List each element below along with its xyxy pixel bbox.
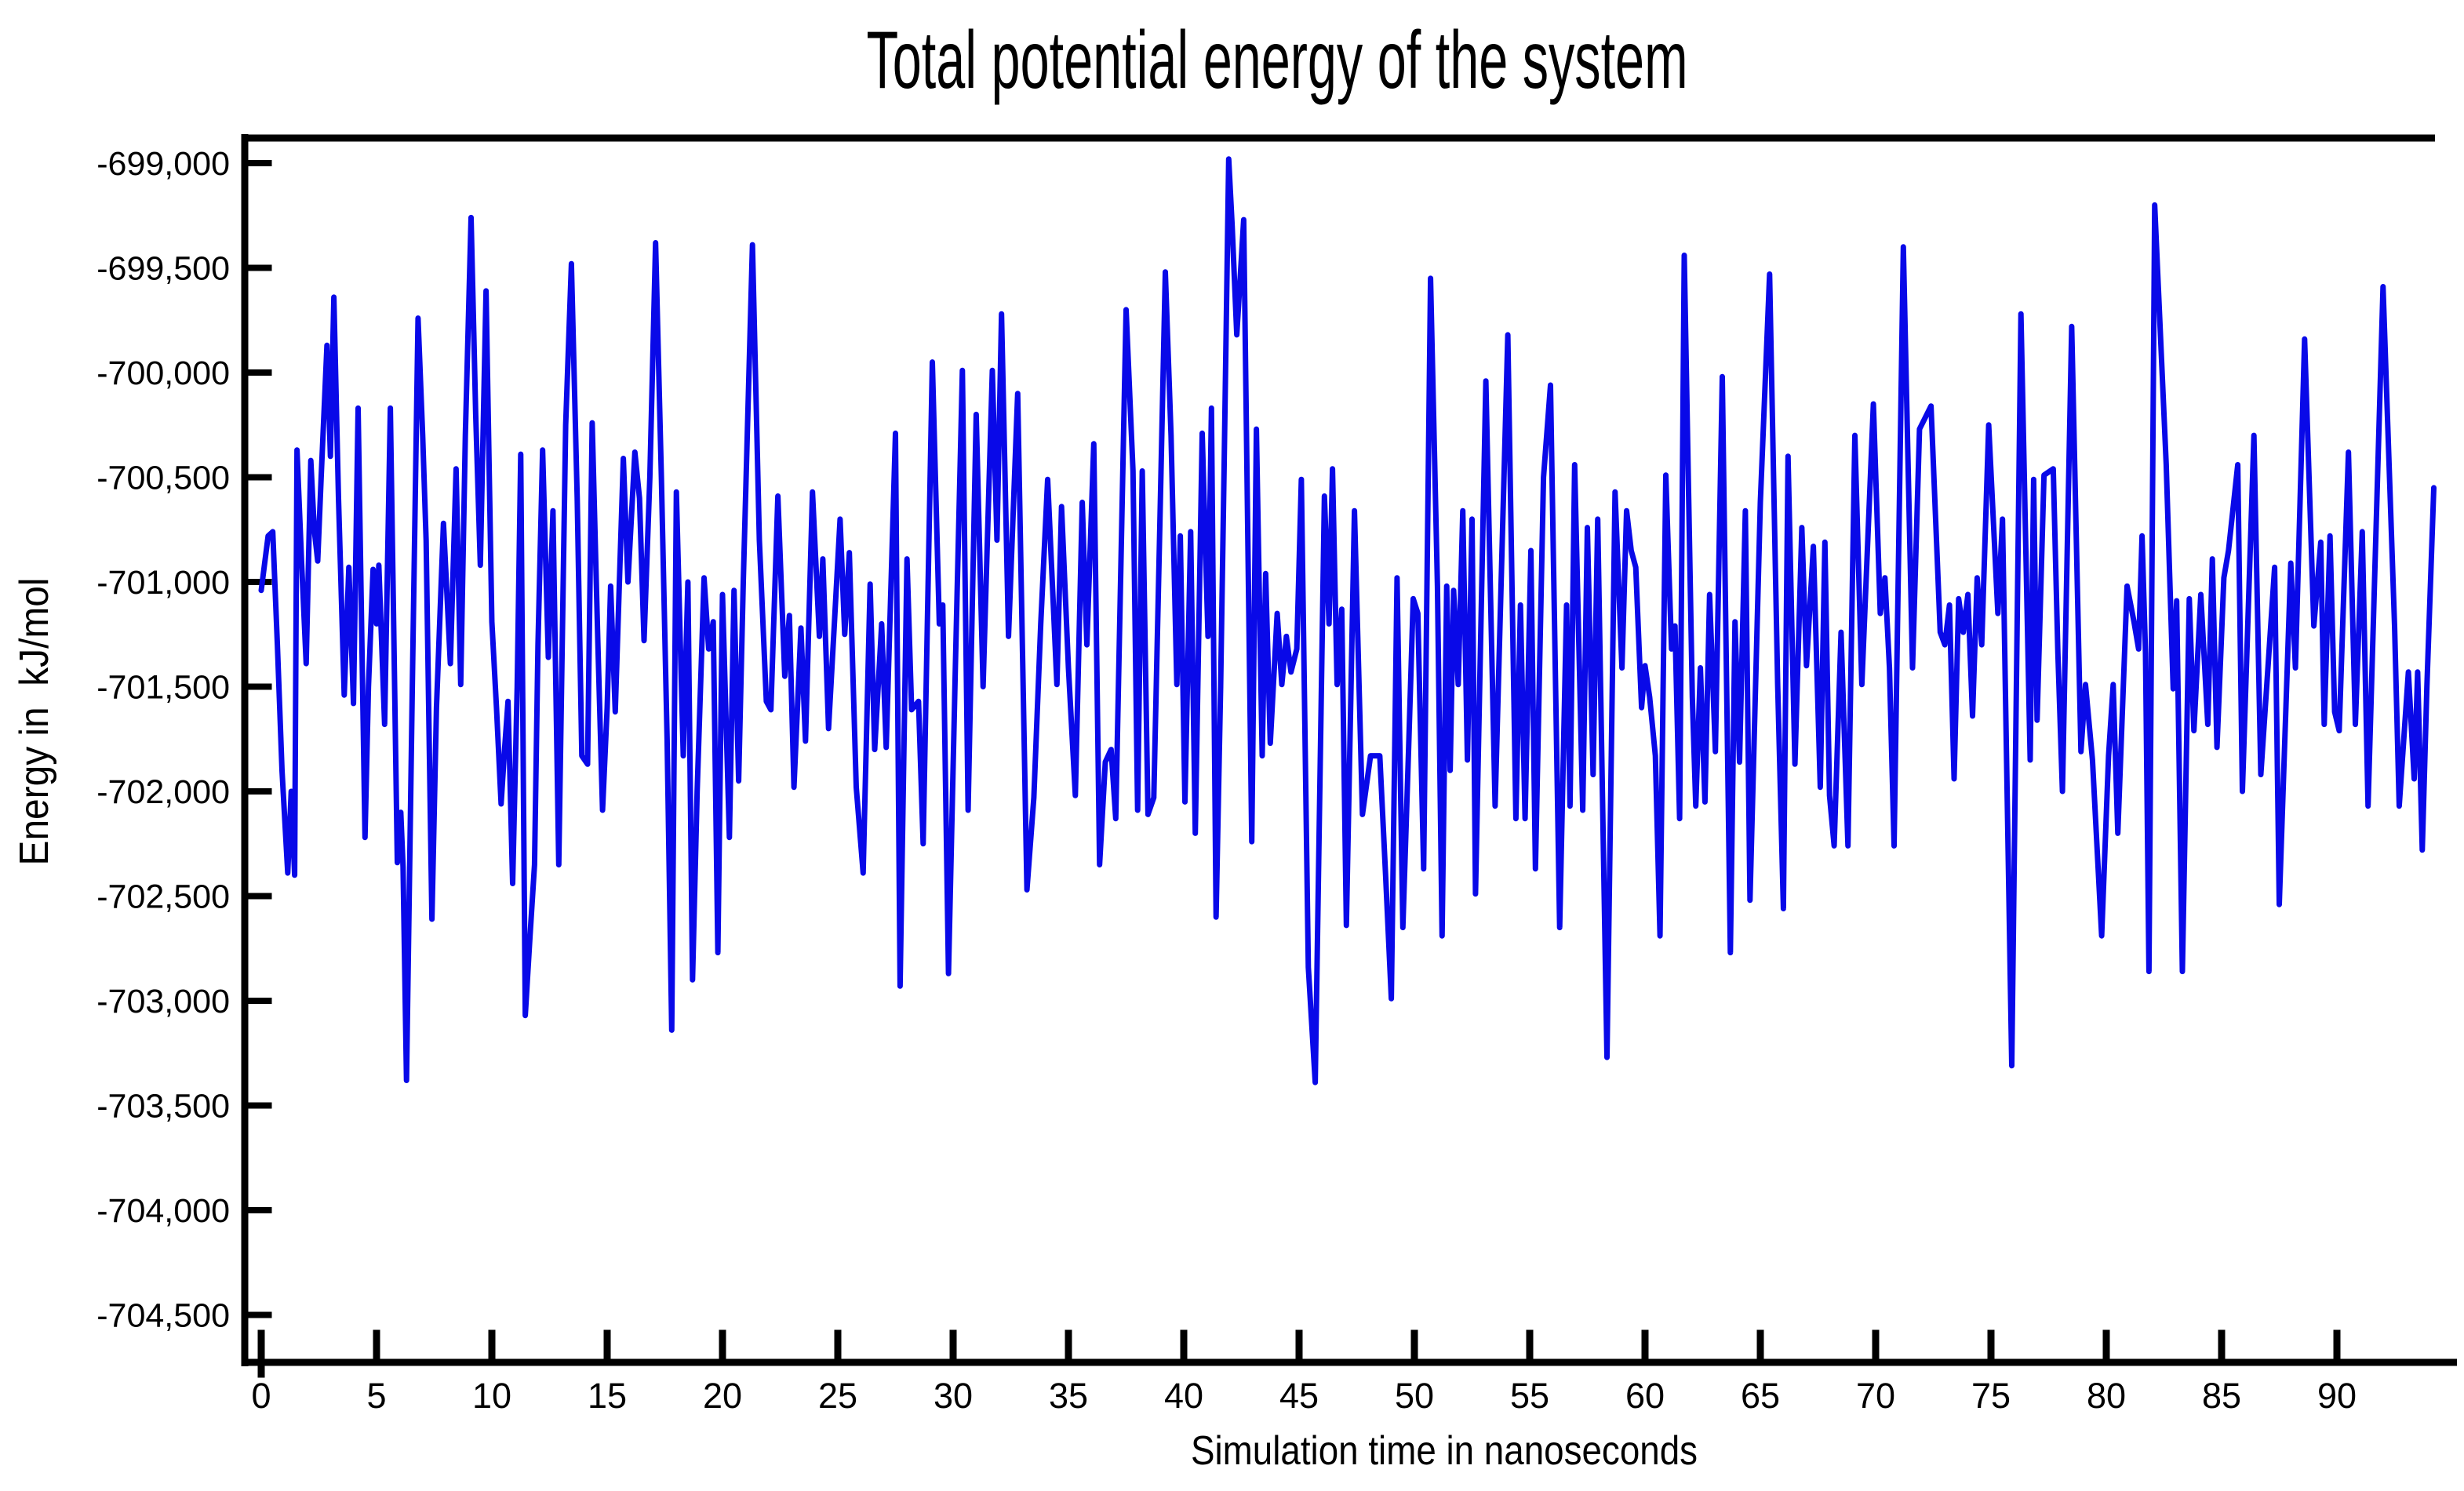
x-tick-label: 50 — [1395, 1376, 1434, 1416]
x-tick — [373, 1329, 380, 1359]
x-tick-label: 10 — [472, 1376, 511, 1416]
x-tick-label: 80 — [2087, 1376, 2126, 1416]
x-axis-spine — [241, 1358, 2457, 1366]
x-tick — [1872, 1329, 1880, 1359]
x-tick — [603, 1329, 611, 1359]
x-tick-label: 20 — [703, 1376, 742, 1416]
x-axis-label: Simulation time in nanoseconds — [1190, 1428, 1698, 1474]
x-tick-label: 65 — [1741, 1376, 1780, 1416]
x-tick — [488, 1329, 496, 1359]
x-tick-label: 85 — [2202, 1376, 2241, 1416]
y-tick-label: -702,000 — [96, 773, 230, 811]
chart-title: Total potential energy of the system — [866, 15, 1688, 106]
y-tick-label: -704,000 — [96, 1192, 230, 1230]
x-tick — [1065, 1329, 1072, 1359]
y-tick — [248, 264, 272, 271]
y-tick — [248, 893, 272, 900]
x-tick — [2102, 1329, 2110, 1359]
y-tick-label: -703,000 — [96, 983, 230, 1020]
y-tick-label: -703,500 — [96, 1088, 230, 1126]
x-tick-label: 90 — [2317, 1376, 2357, 1416]
y-tick-label: -699,000 — [96, 145, 230, 183]
y-axis-spine — [241, 134, 249, 1366]
y-tick-label: -701,500 — [96, 669, 230, 707]
y-tick-label: -702,500 — [96, 878, 230, 916]
x-tick-label: 70 — [1856, 1376, 1895, 1416]
y-tick-label: -699,500 — [96, 250, 230, 288]
x-tick — [1526, 1329, 1534, 1359]
x-tick — [949, 1329, 957, 1359]
x-tick — [1410, 1329, 1418, 1359]
x-tick-label: 35 — [1049, 1376, 1088, 1416]
x-tick — [2333, 1329, 2341, 1359]
y-tick — [248, 369, 272, 376]
y-tick — [248, 474, 272, 481]
top-spine — [241, 134, 2435, 142]
y-tick — [248, 788, 272, 795]
y-tick — [248, 1311, 272, 1318]
x-tick — [1180, 1329, 1188, 1359]
x-tick — [719, 1329, 726, 1359]
y-tick — [248, 1207, 272, 1213]
x-tick-label: 75 — [1971, 1376, 2011, 1416]
x-tick-label: 25 — [818, 1376, 857, 1416]
x-tick-label: 45 — [1279, 1376, 1319, 1416]
y-tick-label: -700,000 — [96, 355, 230, 392]
y-tick-label: -700,500 — [96, 460, 230, 497]
x-tick — [257, 1329, 265, 1359]
x-tick-label: 0 — [251, 1376, 271, 1416]
x-tick-label: 60 — [1625, 1376, 1665, 1416]
x-tick — [1641, 1329, 1649, 1359]
x-tick — [2218, 1329, 2226, 1359]
x-tick-label: 30 — [934, 1376, 973, 1416]
y-tick-label: -701,000 — [96, 564, 230, 602]
x-tick-label: 55 — [1510, 1376, 1549, 1416]
x-tick — [1987, 1329, 1995, 1359]
x-origin-tick — [257, 1366, 265, 1378]
y-tick — [248, 160, 272, 166]
x-tick — [1295, 1329, 1303, 1359]
x-tick — [1756, 1329, 1764, 1359]
x-tick-label: 5 — [366, 1376, 386, 1416]
x-tick — [834, 1329, 842, 1359]
x-tick-label: 15 — [588, 1376, 627, 1416]
y-tick — [248, 683, 272, 690]
y-tick — [248, 1102, 272, 1109]
energy-trace — [258, 156, 2437, 1086]
y-tick-label: -704,500 — [96, 1297, 230, 1335]
x-tick-label: 40 — [1164, 1376, 1203, 1416]
y-tick — [248, 998, 272, 1004]
